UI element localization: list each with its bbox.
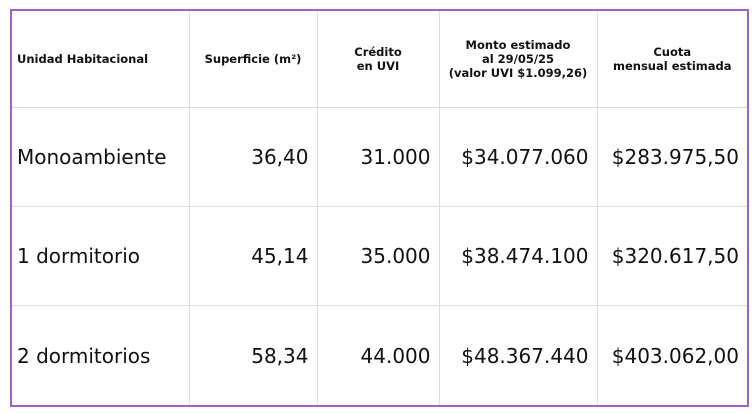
header-superficie: Superficie (m²) — [188, 11, 318, 108]
header-credito-uvi: Crédito en UVI — [316, 11, 440, 108]
header-credito-line-2: en UVI — [356, 58, 400, 73]
table-frame — [10, 9, 749, 407]
cell-monto: $48.367.440 — [438, 305, 598, 405]
cell-credito: 35.000 — [316, 205, 440, 307]
header-monto-estimado: Monto estimado al 29/05/25 (valor UVI $1… — [438, 11, 598, 108]
cell-superficie: 45,14 — [188, 205, 318, 307]
cell-cuota: $403.062,00 — [596, 305, 747, 405]
cell-cuota: $283.975,50 — [596, 106, 747, 207]
header-cuota-line-2: mensual estimada — [612, 58, 732, 73]
header-monto-line-3: (valor UVI $1.099,26) — [448, 65, 588, 80]
table-row: 1 dormitorio 45,14 35.000 $38.474.100 $3… — [12, 205, 747, 307]
cell-monto: $34.077.060 — [438, 106, 598, 207]
header-unidad-label: Unidad Habitacional — [17, 51, 149, 66]
cell-cuota: $320.617,50 — [596, 205, 747, 307]
header-row: Unidad Habitacional Superficie (m²) Créd… — [12, 11, 747, 108]
header-monto-line-2: al 29/05/25 — [481, 51, 555, 66]
cell-monto: $38.474.100 — [438, 205, 598, 307]
table-row: 2 dormitorios 58,34 44.000 $48.367.440 $… — [12, 305, 747, 405]
header-unidad-habitacional: Unidad Habitacional — [12, 11, 190, 108]
cell-unidad: 1 dormitorio — [12, 205, 190, 307]
housing-credit-table: Unidad Habitacional Superficie (m²) Créd… — [12, 11, 747, 405]
header-cuota-mensual: Cuota mensual estimada — [596, 11, 747, 108]
cell-unidad: Monoambiente — [12, 106, 190, 207]
header-credito-line-1: Crédito — [354, 44, 402, 59]
cell-superficie: 36,40 — [188, 106, 318, 207]
header-superficie-label: Superficie (m²) — [204, 51, 302, 66]
cell-credito: 44.000 — [316, 305, 440, 405]
table-row: Monoambiente 36,40 31.000 $34.077.060 $2… — [12, 106, 747, 207]
header-cuota-line-1: Cuota — [653, 44, 692, 59]
cell-credito: 31.000 — [316, 106, 440, 207]
header-monto-line-1: Monto estimado — [465, 37, 571, 52]
cell-unidad: 2 dormitorios — [12, 305, 190, 405]
cell-superficie: 58,34 — [188, 305, 318, 405]
